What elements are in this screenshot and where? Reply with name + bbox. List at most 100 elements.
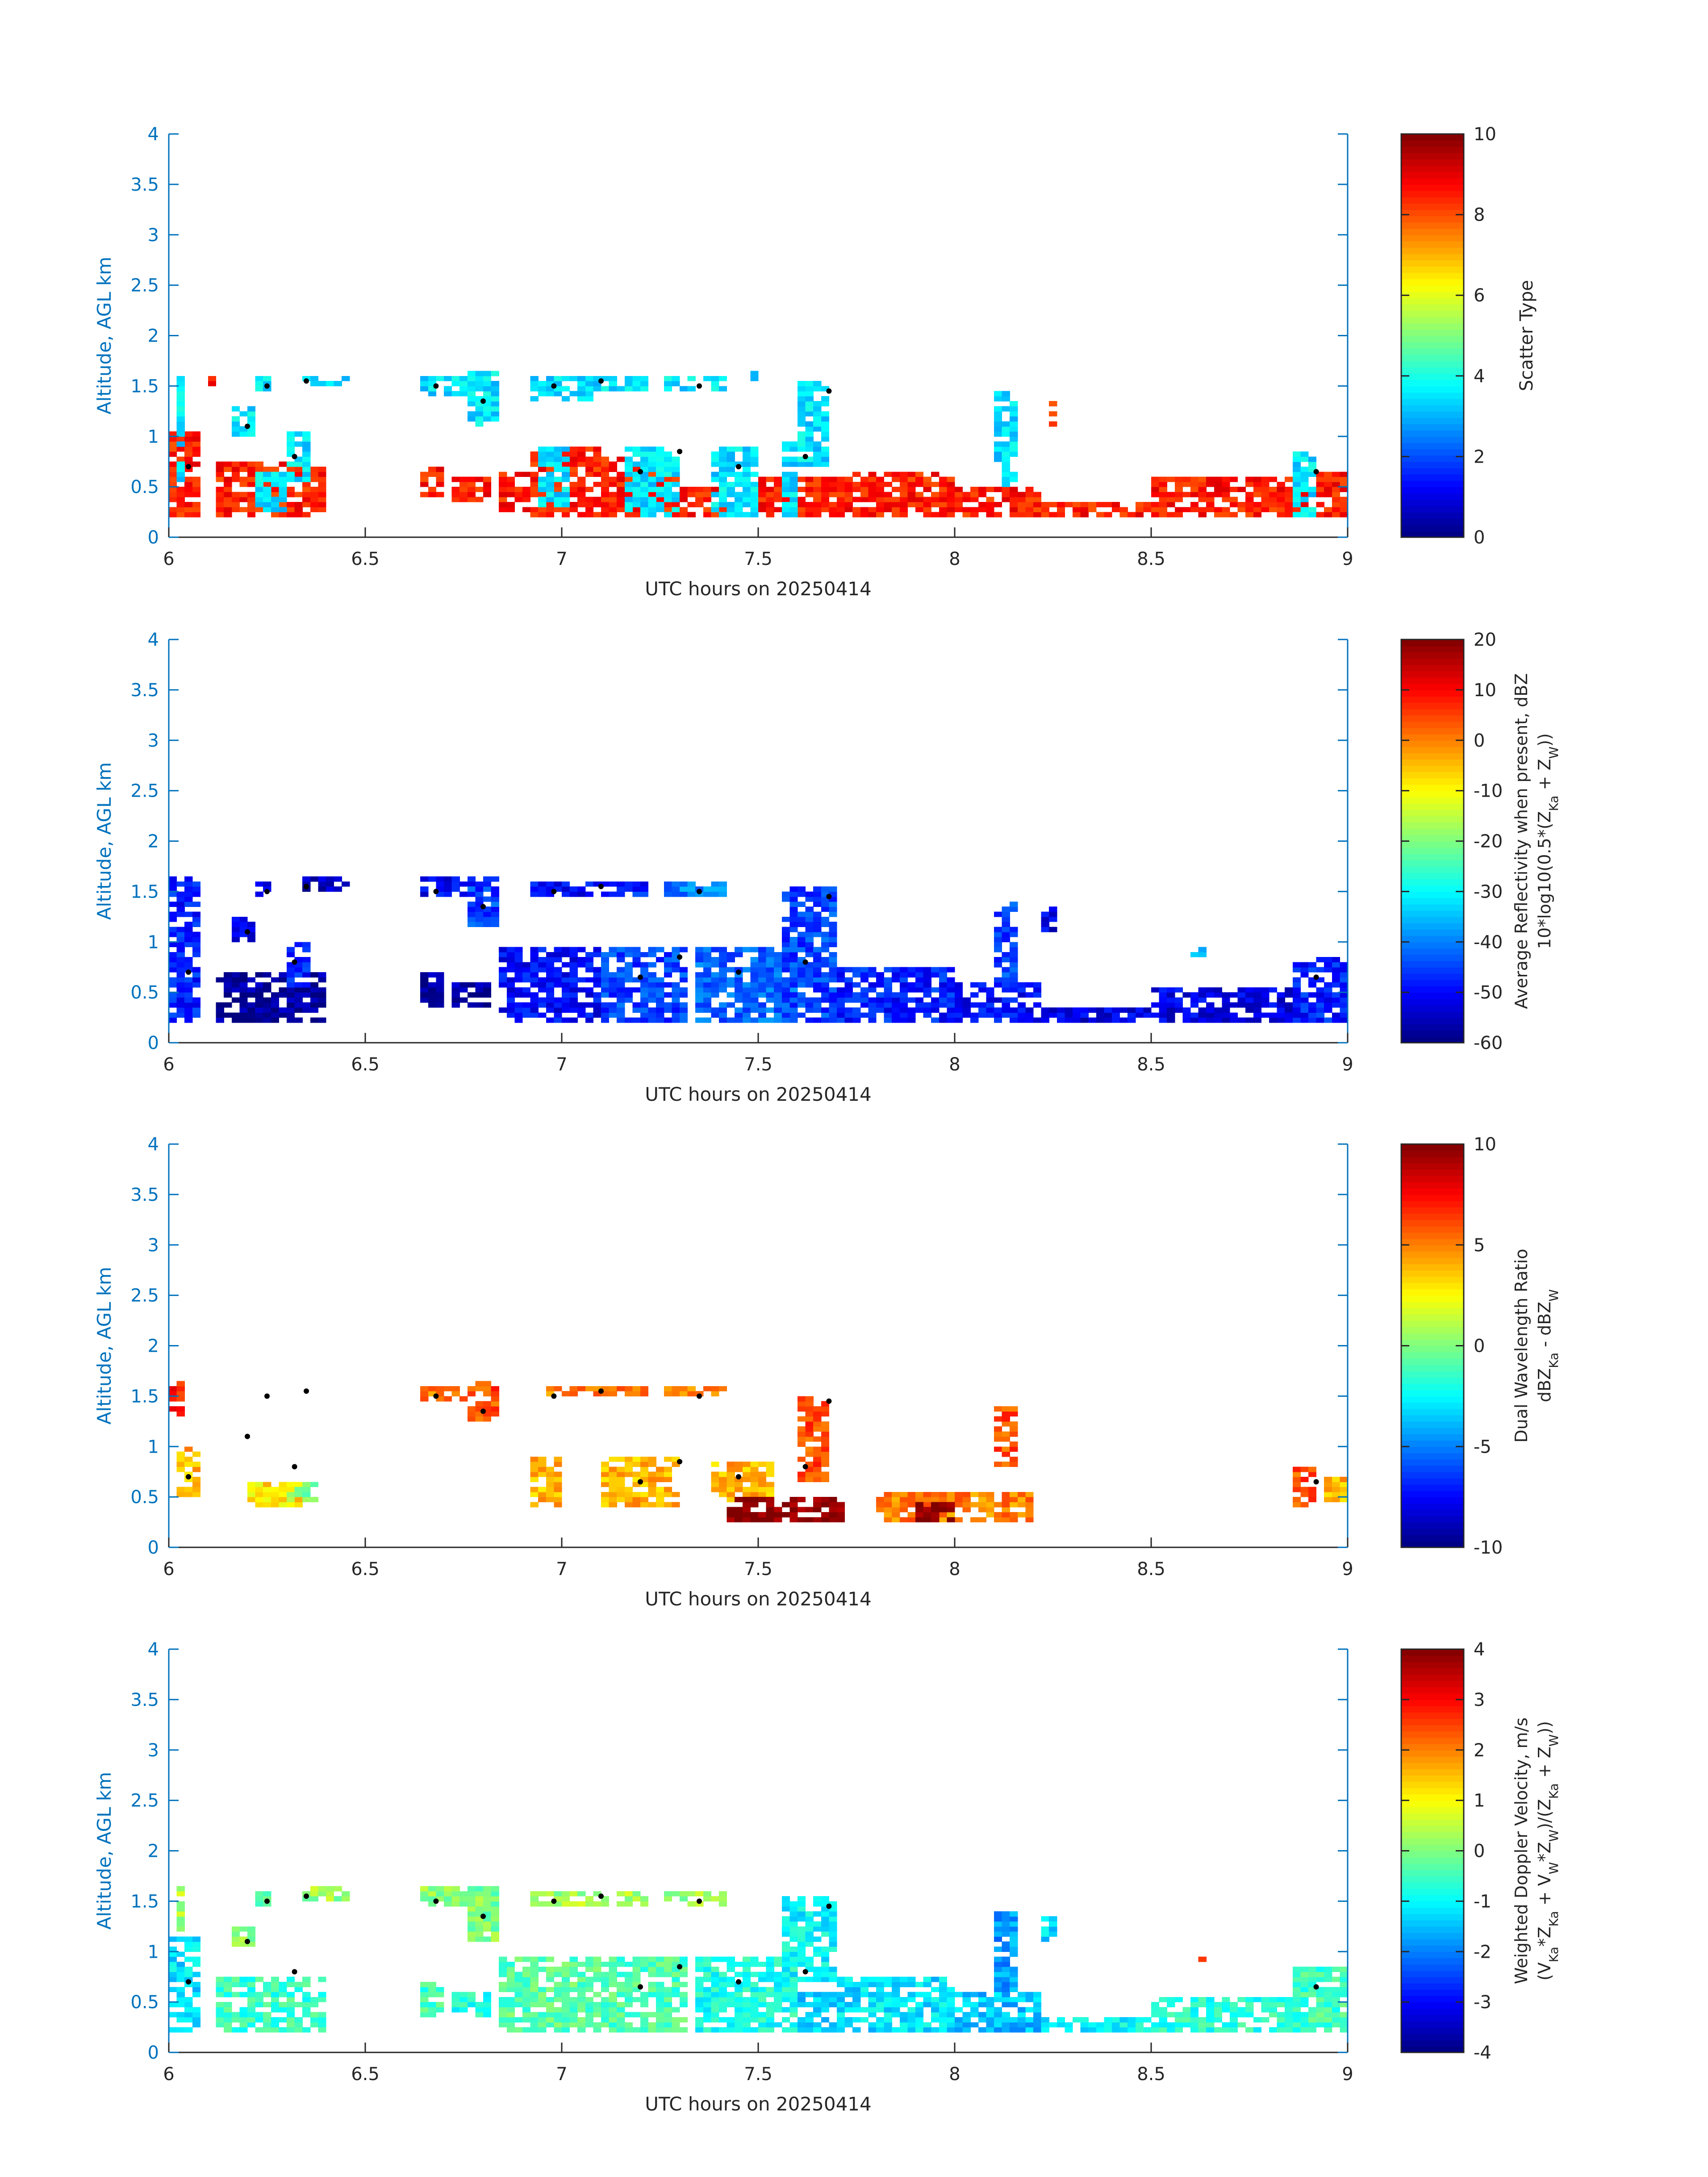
data-cell xyxy=(593,977,601,983)
data-cell xyxy=(798,1497,806,1503)
data-cell xyxy=(467,1886,476,1892)
data-cell xyxy=(467,876,476,882)
data-cell xyxy=(491,381,499,386)
data-cell xyxy=(310,2012,318,2018)
data-cell xyxy=(837,992,845,998)
data-cell xyxy=(844,1012,853,1018)
data-cell xyxy=(805,1436,814,1442)
data-cell xyxy=(742,1002,751,1008)
y-tick-label: 2.5 xyxy=(130,276,159,296)
data-cell xyxy=(805,907,814,912)
data-cell xyxy=(656,2012,664,2018)
data-cell xyxy=(750,1497,759,1503)
data-cell xyxy=(609,2022,617,2028)
data-cell xyxy=(483,992,492,998)
data-cell xyxy=(1332,1497,1340,1503)
data-cell xyxy=(735,481,743,487)
data-cell xyxy=(1002,1517,1010,1523)
data-cell xyxy=(766,947,774,953)
data-cell xyxy=(231,497,240,502)
data-cell xyxy=(931,1507,940,1513)
data-cell xyxy=(798,1441,806,1447)
trajectory-dot xyxy=(697,1393,702,1399)
data-cell xyxy=(994,1017,1002,1023)
data-cell xyxy=(216,1976,224,1982)
data-cell xyxy=(1119,507,1128,513)
data-cell xyxy=(451,1391,460,1396)
data-cell xyxy=(617,2022,625,2028)
data-cell xyxy=(577,1981,586,1987)
data-cell xyxy=(1222,1007,1230,1013)
data-cell xyxy=(939,507,947,513)
data-cell xyxy=(554,1462,562,1467)
data-cell xyxy=(923,987,931,993)
data-cell xyxy=(1214,1007,1222,1013)
data-cell xyxy=(947,497,955,502)
data-cell xyxy=(617,1497,625,1503)
data-cell xyxy=(554,1471,562,1477)
data-cell xyxy=(169,881,177,887)
trajectory-dot xyxy=(802,454,808,460)
data-cell xyxy=(546,472,554,477)
echo-region xyxy=(216,1976,326,2033)
data-cell xyxy=(593,2012,601,2018)
data-cell xyxy=(1332,472,1340,477)
data-cell xyxy=(672,1956,680,1962)
data-cell xyxy=(1292,962,1301,968)
data-cell xyxy=(467,416,476,422)
echo-region xyxy=(664,1386,727,1396)
data-cell xyxy=(475,1901,484,1907)
data-cell xyxy=(538,977,547,983)
data-cell xyxy=(798,997,806,1003)
data-cell xyxy=(750,456,759,462)
data-cell xyxy=(1151,512,1160,518)
data-cell xyxy=(624,376,633,381)
data-cell xyxy=(224,1002,232,1008)
data-cell xyxy=(829,1967,837,1972)
data-cell xyxy=(239,497,248,502)
data-cell xyxy=(428,2012,436,2018)
data-cell xyxy=(624,501,633,507)
data-cell xyxy=(789,1502,798,1508)
data-cell xyxy=(239,481,248,487)
colorbar-step xyxy=(1401,898,1464,905)
data-cell xyxy=(774,1972,782,1977)
colorbar-step xyxy=(1401,506,1464,513)
data-cell xyxy=(569,891,578,897)
data-cell xyxy=(318,481,326,487)
data-cell xyxy=(499,1987,507,1993)
data-cell xyxy=(624,1901,633,1907)
data-cell xyxy=(624,1497,633,1503)
data-cell xyxy=(837,2027,845,2033)
data-cell xyxy=(781,1921,790,1927)
data-cell xyxy=(813,1926,822,1932)
data-cell xyxy=(617,1017,625,1023)
data-cell xyxy=(506,492,515,497)
data-cell xyxy=(781,891,790,897)
data-cell xyxy=(703,492,711,497)
data-cell xyxy=(656,1967,664,1972)
data-cell xyxy=(821,2002,829,2008)
data-cell xyxy=(781,2017,790,2022)
data-cell xyxy=(1316,967,1324,973)
data-cell xyxy=(805,501,814,507)
data-cell xyxy=(727,481,735,487)
data-cell xyxy=(789,987,798,993)
data-cell xyxy=(1245,1017,1254,1023)
data-cell xyxy=(837,507,845,513)
data-cell xyxy=(664,472,672,477)
data-cell xyxy=(750,962,759,968)
data-cell xyxy=(475,401,484,407)
data-cell xyxy=(813,456,822,462)
data-cell xyxy=(483,406,492,412)
data-cell xyxy=(758,487,767,493)
data-cell xyxy=(609,1476,617,1482)
data-cell xyxy=(703,962,711,968)
data-cell xyxy=(680,972,688,978)
data-cell xyxy=(522,962,531,968)
data-cell xyxy=(798,1012,806,1018)
y-tick-label: 0 xyxy=(148,527,159,548)
data-cell xyxy=(593,2007,601,2013)
data-cell xyxy=(624,1992,633,1997)
data-cell xyxy=(805,406,814,412)
